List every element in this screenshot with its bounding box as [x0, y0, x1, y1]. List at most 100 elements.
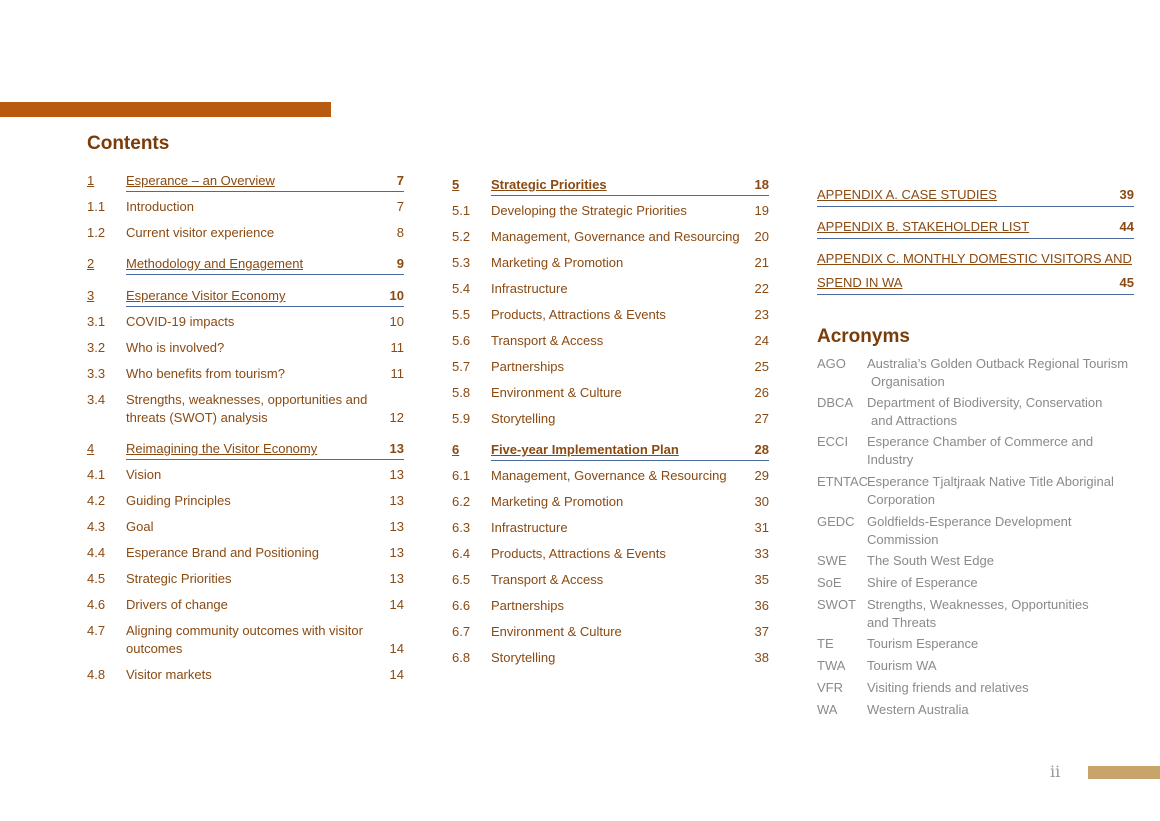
- toc-subsection-entry[interactable]: 6.7 Environment & Culture 37: [452, 623, 769, 641]
- acronyms-heading: Acronyms: [817, 326, 910, 347]
- toc-entry-number: 1.2: [87, 225, 106, 240]
- toc-entry-number: 4.5: [87, 571, 106, 586]
- toc-subsection-entry[interactable]: 6.5 Transport & Access 35: [452, 571, 769, 589]
- toc-section-entry[interactable]: 5 Strategic Priorities 18: [452, 176, 769, 196]
- toc-subsection-entry[interactable]: 6.3 Infrastructure 31: [452, 519, 769, 537]
- toc-subsection-entry[interactable]: 5.4 Infrastructure 22: [452, 280, 769, 298]
- toc-subsection-entry[interactable]: 4.4 Esperance Brand and Positioning 13: [87, 544, 404, 562]
- toc-subsection-entry[interactable]: 4.7 Aligning community outcomes with visi…: [87, 622, 404, 658]
- toc-subsection-entry[interactable]: 1.1 Introduction 7: [87, 198, 404, 216]
- toc-entry-page: 36: [754, 598, 769, 613]
- toc-entry-page: 21: [754, 255, 769, 270]
- toc-subsection-entry[interactable]: 6.8 Storytelling 38: [452, 649, 769, 667]
- toc-entry-title: Drivers of change: [126, 597, 228, 612]
- toc-entry-title-cont: outcomes: [126, 641, 183, 656]
- header-accent-bar: [0, 102, 331, 117]
- toc-entry-page: 23: [754, 307, 769, 322]
- toc-subsection-entry[interactable]: 5.3 Marketing & Promotion 21: [452, 254, 769, 272]
- appendix-entry[interactable]: APPENDIX A. CASE STUDIES 39: [817, 183, 1134, 207]
- acronym-definition: Visiting friends and relatives: [867, 680, 1029, 695]
- toc-entry-number: 5.4: [452, 281, 471, 296]
- toc-entry-number: 5.5: [452, 307, 471, 322]
- acronym-definition: Goldfields-Esperance Development: [867, 514, 1072, 529]
- toc-subsection-entry[interactable]: 5.7 Partnerships 25: [452, 358, 769, 376]
- toc-subsection-entry[interactable]: 6.2 Marketing & Promotion 30: [452, 493, 769, 511]
- acronym-abbreviation: WA: [817, 702, 838, 717]
- toc-subsection-entry[interactable]: 3.4 Strengths, weaknesses, opportunities …: [87, 391, 404, 427]
- toc-section-entry[interactable]: 6 Five-year Implementation Plan 28: [452, 441, 769, 461]
- toc-section-entry[interactable]: 1 Esperance – an Overview 7: [87, 172, 404, 192]
- toc-entry-title: Esperance Visitor Economy: [126, 288, 286, 303]
- acronym-entry: TE Tourism Esperance: [817, 635, 1137, 653]
- acronym-definition: Shire of Esperance: [867, 575, 978, 590]
- appendix-underline: [817, 206, 1134, 207]
- toc-entry-title: Infrastructure: [491, 520, 568, 535]
- acronym-definition: Strengths, Weaknesses, Opportunities: [867, 597, 1089, 612]
- toc-entry-page: 13: [389, 493, 404, 508]
- toc-entry-title: Five-year Implementation Plan: [491, 442, 679, 457]
- acronym-abbreviation: SoE: [817, 575, 842, 590]
- toc-subsection-entry[interactable]: 6.1 Management, Governance & Resourcing 29: [452, 467, 769, 485]
- acronym-abbreviation: ETNTAC: [817, 474, 869, 489]
- toc-entry-number: 5: [452, 177, 460, 192]
- toc-entry-number: 5.6: [452, 333, 471, 348]
- toc-subsection-entry[interactable]: 6.4 Products, Attractions & Events 33: [452, 545, 769, 563]
- toc-section-entry[interactable]: 2 Methodology and Engagement 9: [87, 255, 404, 275]
- toc-entry-number: 4: [87, 441, 95, 456]
- appendix-label: APPENDIX B. STAKEHOLDER LIST: [817, 219, 1030, 234]
- toc-entry-number: 5.8: [452, 385, 471, 400]
- toc-entry-underline: [126, 191, 404, 192]
- toc-subsection-entry[interactable]: 5.8 Environment & Culture 26: [452, 384, 769, 402]
- toc-subsection-entry[interactable]: 4.5 Strategic Priorities 13: [87, 570, 404, 588]
- toc-subsection-entry[interactable]: 3.3 Who benefits from tourism? 11: [87, 365, 404, 383]
- toc-entry-page: 31: [754, 520, 769, 535]
- appendix-entry[interactable]: APPENDIX C. MONTHLY DOMESTIC VISITORS AN…: [817, 247, 1134, 295]
- toc-subsection-entry[interactable]: 5.5 Products, Attractions & Events 23: [452, 306, 769, 324]
- acronym-definition-cont: Organisation: [871, 374, 945, 389]
- toc-entry-title: Guiding Principles: [126, 493, 231, 508]
- toc-subsection-entry[interactable]: 4.2 Guiding Principles 13: [87, 492, 404, 510]
- acronym-entry: SWOT Strengths, Weaknesses, Opportunities…: [817, 596, 1137, 632]
- acronym-abbreviation: SWE: [817, 553, 847, 568]
- toc-entry-page: 13: [389, 519, 404, 534]
- toc-subsection-entry[interactable]: 6.6 Partnerships 36: [452, 597, 769, 615]
- toc-entry-title: Environment & Culture: [491, 624, 622, 639]
- toc-entry-number: 6.3: [452, 520, 471, 535]
- toc-section-entry[interactable]: 4 Reimagining the Visitor Economy 13: [87, 440, 404, 460]
- toc-entry-title: Management, Governance and Resourcing: [491, 229, 740, 244]
- toc-entry-number: 5.2: [452, 229, 471, 244]
- acronym-abbreviation: GEDC: [817, 514, 855, 529]
- toc-entry-page: 14: [389, 667, 404, 682]
- toc-subsection-entry[interactable]: 3.1 COVID-19 impacts 10: [87, 313, 404, 331]
- toc-entry-title: Transport & Access: [491, 572, 604, 587]
- toc-entry-title: Current visitor experience: [126, 225, 275, 240]
- toc-entry-page: 37: [754, 624, 769, 639]
- toc-entry-page: 35: [754, 572, 769, 587]
- toc-entry-title: Products, Attractions & Events: [491, 307, 666, 322]
- toc-subsection-entry[interactable]: 4.3 Goal 13: [87, 518, 404, 536]
- toc-subsection-entry[interactable]: 4.6 Drivers of change 14: [87, 596, 404, 614]
- toc-subsection-entry[interactable]: 3.2 Who is involved? 11: [87, 339, 404, 357]
- acronym-definition: Tourism WA: [867, 658, 937, 673]
- toc-entry-title: Strengths, weaknesses, opportunities and: [126, 392, 368, 407]
- toc-subsection-entry[interactable]: 5.2 Management, Governance and Resourcing…: [452, 228, 769, 246]
- appendix-entry[interactable]: APPENDIX B. STAKEHOLDER LIST 44: [817, 215, 1134, 239]
- toc-subsection-entry[interactable]: 4.8 Visitor markets 14: [87, 666, 404, 684]
- appendix-underline: [817, 238, 1134, 239]
- toc-entry-number: 6.5: [452, 572, 471, 587]
- toc-entry-number: 4.8: [87, 667, 106, 682]
- acronym-entry: GEDC Goldfields-Esperance Development Comm…: [817, 513, 1137, 549]
- toc-entry-page: 12: [389, 410, 404, 425]
- toc-subsection-entry[interactable]: 5.6 Transport & Access 24: [452, 332, 769, 350]
- toc-subsection-entry[interactable]: 5.1 Developing the Strategic Priorities 19: [452, 202, 769, 220]
- toc-subsection-entry[interactable]: 1.2 Current visitor experience 8: [87, 224, 404, 242]
- toc-entry-title: Transport & Access: [491, 333, 604, 348]
- toc-entry-number: 5.7: [452, 359, 471, 374]
- toc-entry-number: 4.4: [87, 545, 106, 560]
- toc-section-entry[interactable]: 3 Esperance Visitor Economy 10: [87, 287, 404, 307]
- acronym-entry: ECCI Esperance Chamber of Commerce and Ind…: [817, 433, 1137, 469]
- acronym-entry: TWA Tourism WA: [817, 657, 1137, 675]
- toc-subsection-entry[interactable]: 5.9 Storytelling 27: [452, 410, 769, 428]
- toc-subsection-entry[interactable]: 4.1 Vision 13: [87, 466, 404, 484]
- appendix-label: APPENDIX C. MONTHLY DOMESTIC VISITORS AN…: [817, 251, 1132, 266]
